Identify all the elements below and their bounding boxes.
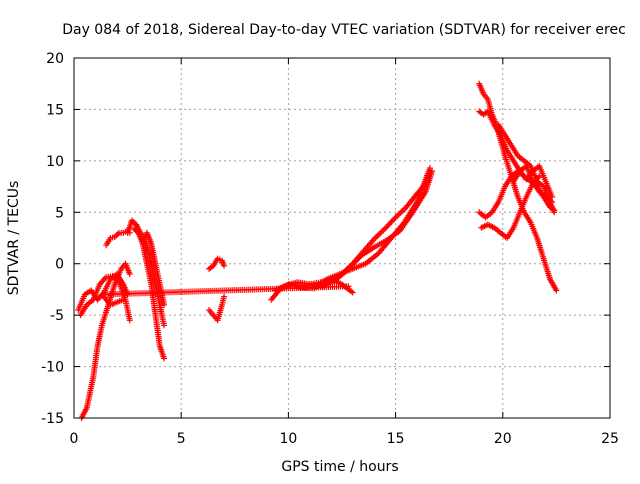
plot-frame [73, 57, 611, 419]
series-arc-g [139, 229, 168, 308]
data-point [161, 355, 168, 362]
y-axis-label: SDTVAR / TECUs [6, 181, 22, 296]
x-tick-label: 25 [601, 431, 619, 447]
data-point [114, 231, 121, 238]
series-outliers [98, 283, 352, 308]
series-arc-k [272, 168, 436, 294]
x-tick-label: 20 [494, 431, 512, 447]
data-point [549, 193, 556, 200]
y-tick-label: 0 [55, 257, 64, 273]
x-tick-label: 10 [279, 431, 297, 447]
data-point [161, 322, 168, 329]
data-point [549, 199, 556, 205]
x-axis-label: GPS time / hours [281, 459, 398, 475]
data-point [424, 178, 431, 185]
data-point [221, 293, 228, 300]
series-arc-s [510, 163, 556, 205]
chart-title: Day 084 of 2018, Sidereal Day-to-day VTE… [62, 22, 626, 38]
data-points [75, 80, 560, 421]
series-arc-r [478, 173, 543, 241]
y-tick-label: 5 [55, 205, 64, 221]
axis-ticks [73, 57, 611, 419]
data-point [349, 289, 356, 296]
series-arc-f [131, 225, 168, 362]
tick-labels: 0 5 10 15 20 25 -15 -10 -5 0 5 10 15 20 [41, 51, 619, 447]
y-tick-label: -15 [41, 411, 64, 427]
data-point [161, 301, 168, 308]
y-tick-label: 10 [46, 154, 64, 170]
series-arc-h [206, 255, 228, 272]
data-point [221, 262, 228, 269]
data-point [553, 287, 560, 294]
y-tick-label: 15 [46, 102, 64, 118]
data-point [536, 173, 543, 180]
data-point [126, 317, 133, 324]
series-arc-i [206, 293, 228, 324]
grid [74, 58, 610, 418]
y-tick-label: 20 [46, 51, 64, 67]
y-tick-label: -5 [50, 308, 64, 324]
data-point [426, 165, 433, 172]
series-arc-l [306, 276, 356, 296]
x-tick-label: 15 [387, 431, 405, 447]
series-arc-m [339, 178, 431, 277]
x-tick-label: 5 [177, 431, 186, 447]
data-point [126, 271, 133, 277]
data-point [429, 168, 436, 175]
series-arc-c [78, 260, 133, 421]
y-tick-label: -10 [41, 360, 64, 376]
x-tick-label: 0 [70, 431, 79, 447]
data-point [551, 207, 558, 214]
data-point [345, 283, 352, 290]
